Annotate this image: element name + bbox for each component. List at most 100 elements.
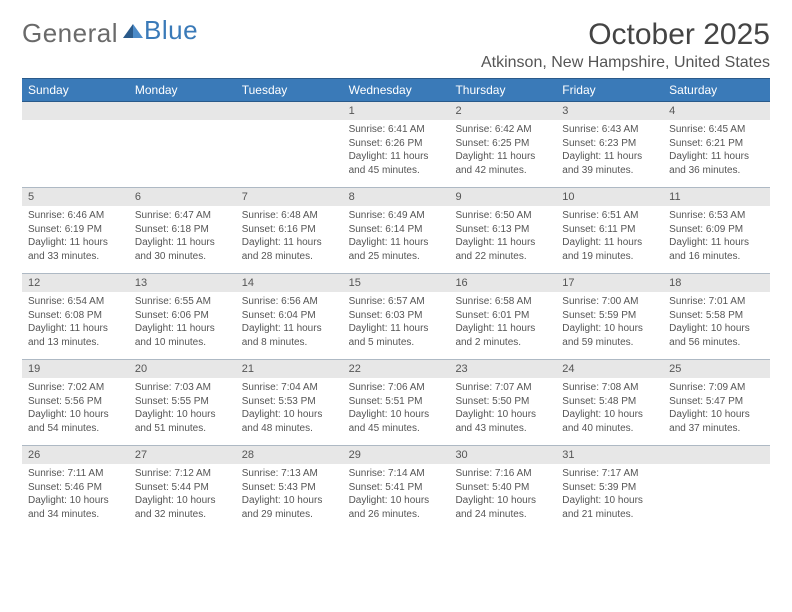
logo-mark-icon <box>122 20 144 47</box>
day-line: Sunrise: 6:42 AM <box>455 123 550 137</box>
day-number: 14 <box>236 274 343 292</box>
day-body: Sunrise: 6:50 AMSunset: 6:13 PMDaylight:… <box>449 206 556 273</box>
day-line: Sunrise: 6:56 AM <box>242 295 337 309</box>
day-cell: 8Sunrise: 6:49 AMSunset: 6:14 PMDaylight… <box>343 188 450 273</box>
day-cell: 14Sunrise: 6:56 AMSunset: 6:04 PMDayligh… <box>236 274 343 359</box>
day-line: Daylight: 10 hours <box>455 408 550 422</box>
day-number: 24 <box>556 360 663 378</box>
day-line: Sunrise: 7:00 AM <box>562 295 657 309</box>
day-line: and 37 minutes. <box>669 422 764 436</box>
day-line: and 34 minutes. <box>28 508 123 522</box>
page-header: General Blue October 2025 Atkinson, New … <box>22 18 770 72</box>
day-cell <box>22 102 129 187</box>
day-line: Daylight: 11 hours <box>349 322 444 336</box>
day-cell: 17Sunrise: 7:00 AMSunset: 5:59 PMDayligh… <box>556 274 663 359</box>
day-cell: 29Sunrise: 7:14 AMSunset: 5:41 PMDayligh… <box>343 446 450 532</box>
day-line: Sunrise: 6:49 AM <box>349 209 444 223</box>
day-line: Sunset: 5:48 PM <box>562 395 657 409</box>
day-body: Sunrise: 6:41 AMSunset: 6:26 PMDaylight:… <box>343 120 450 187</box>
day-line: and 48 minutes. <box>242 422 337 436</box>
day-line: Daylight: 10 hours <box>562 408 657 422</box>
day-line: Sunset: 6:01 PM <box>455 309 550 323</box>
day-cell: 28Sunrise: 7:13 AMSunset: 5:43 PMDayligh… <box>236 446 343 532</box>
day-line: and 56 minutes. <box>669 336 764 350</box>
day-body: Sunrise: 7:12 AMSunset: 5:44 PMDaylight:… <box>129 464 236 532</box>
day-number: 25 <box>663 360 770 378</box>
day-number: 4 <box>663 102 770 120</box>
day-line: Sunrise: 6:55 AM <box>135 295 230 309</box>
day-number: 3 <box>556 102 663 120</box>
day-cell <box>663 446 770 532</box>
day-line: Daylight: 10 hours <box>242 408 337 422</box>
day-body <box>663 464 770 532</box>
day-line: and 21 minutes. <box>562 508 657 522</box>
day-number: 27 <box>129 446 236 464</box>
day-number <box>22 102 129 120</box>
location-text: Atkinson, New Hampshire, United States <box>481 54 770 72</box>
day-line: Daylight: 10 hours <box>135 494 230 508</box>
day-line: Sunset: 5:53 PM <box>242 395 337 409</box>
day-number: 26 <box>22 446 129 464</box>
day-cell: 20Sunrise: 7:03 AMSunset: 5:55 PMDayligh… <box>129 360 236 445</box>
day-number: 12 <box>22 274 129 292</box>
day-cell: 22Sunrise: 7:06 AMSunset: 5:51 PMDayligh… <box>343 360 450 445</box>
day-line: Daylight: 10 hours <box>562 494 657 508</box>
day-body: Sunrise: 7:04 AMSunset: 5:53 PMDaylight:… <box>236 378 343 445</box>
week-row: 12Sunrise: 6:54 AMSunset: 6:08 PMDayligh… <box>22 274 770 360</box>
day-line: and 16 minutes. <box>669 250 764 264</box>
day-body: Sunrise: 7:00 AMSunset: 5:59 PMDaylight:… <box>556 292 663 359</box>
day-body: Sunrise: 7:14 AMSunset: 5:41 PMDaylight:… <box>343 464 450 532</box>
day-line: and 10 minutes. <box>135 336 230 350</box>
day-number: 23 <box>449 360 556 378</box>
day-line: and 43 minutes. <box>455 422 550 436</box>
day-line: and 5 minutes. <box>349 336 444 350</box>
day-line: and 8 minutes. <box>242 336 337 350</box>
day-number: 6 <box>129 188 236 206</box>
day-line: Sunrise: 7:12 AM <box>135 467 230 481</box>
day-line: Daylight: 10 hours <box>669 322 764 336</box>
day-body: Sunrise: 6:49 AMSunset: 6:14 PMDaylight:… <box>343 206 450 273</box>
day-line: Daylight: 11 hours <box>455 236 550 250</box>
day-cell: 10Sunrise: 6:51 AMSunset: 6:11 PMDayligh… <box>556 188 663 273</box>
day-body: Sunrise: 7:03 AMSunset: 5:55 PMDaylight:… <box>129 378 236 445</box>
day-line: and 39 minutes. <box>562 164 657 178</box>
week-row: 5Sunrise: 6:46 AMSunset: 6:19 PMDaylight… <box>22 188 770 274</box>
day-body: Sunrise: 6:55 AMSunset: 6:06 PMDaylight:… <box>129 292 236 359</box>
day-number <box>663 446 770 464</box>
day-cell: 21Sunrise: 7:04 AMSunset: 5:53 PMDayligh… <box>236 360 343 445</box>
day-line: Sunset: 6:04 PM <box>242 309 337 323</box>
day-body: Sunrise: 7:06 AMSunset: 5:51 PMDaylight:… <box>343 378 450 445</box>
day-line: and 13 minutes. <box>28 336 123 350</box>
day-line: Sunrise: 6:48 AM <box>242 209 337 223</box>
day-line: Sunset: 6:26 PM <box>349 137 444 151</box>
weekday-saturday: Saturday <box>663 79 770 101</box>
day-number: 15 <box>343 274 450 292</box>
day-line: and 22 minutes. <box>455 250 550 264</box>
day-line: Sunset: 6:23 PM <box>562 137 657 151</box>
week-row: 19Sunrise: 7:02 AMSunset: 5:56 PMDayligh… <box>22 360 770 446</box>
day-line: Daylight: 10 hours <box>349 408 444 422</box>
day-line: Sunrise: 6:41 AM <box>349 123 444 137</box>
day-line: Sunrise: 7:07 AM <box>455 381 550 395</box>
day-line: Daylight: 10 hours <box>28 494 123 508</box>
day-body: Sunrise: 6:54 AMSunset: 6:08 PMDaylight:… <box>22 292 129 359</box>
week-row: 26Sunrise: 7:11 AMSunset: 5:46 PMDayligh… <box>22 446 770 532</box>
day-line: Sunset: 6:06 PM <box>135 309 230 323</box>
day-number: 8 <box>343 188 450 206</box>
day-line: Sunrise: 7:08 AM <box>562 381 657 395</box>
day-line: Sunset: 5:47 PM <box>669 395 764 409</box>
day-line: and 45 minutes. <box>349 164 444 178</box>
title-block: October 2025 Atkinson, New Hampshire, Un… <box>481 18 770 72</box>
day-line: Daylight: 11 hours <box>135 236 230 250</box>
day-number: 1 <box>343 102 450 120</box>
day-line: and 24 minutes. <box>455 508 550 522</box>
day-line: Sunset: 5:41 PM <box>349 481 444 495</box>
day-number: 18 <box>663 274 770 292</box>
day-cell: 16Sunrise: 6:58 AMSunset: 6:01 PMDayligh… <box>449 274 556 359</box>
day-cell: 1Sunrise: 6:41 AMSunset: 6:26 PMDaylight… <box>343 102 450 187</box>
day-body: Sunrise: 7:01 AMSunset: 5:58 PMDaylight:… <box>663 292 770 359</box>
day-line: Sunrise: 7:03 AM <box>135 381 230 395</box>
day-number: 5 <box>22 188 129 206</box>
day-line: and 51 minutes. <box>135 422 230 436</box>
day-number: 31 <box>556 446 663 464</box>
